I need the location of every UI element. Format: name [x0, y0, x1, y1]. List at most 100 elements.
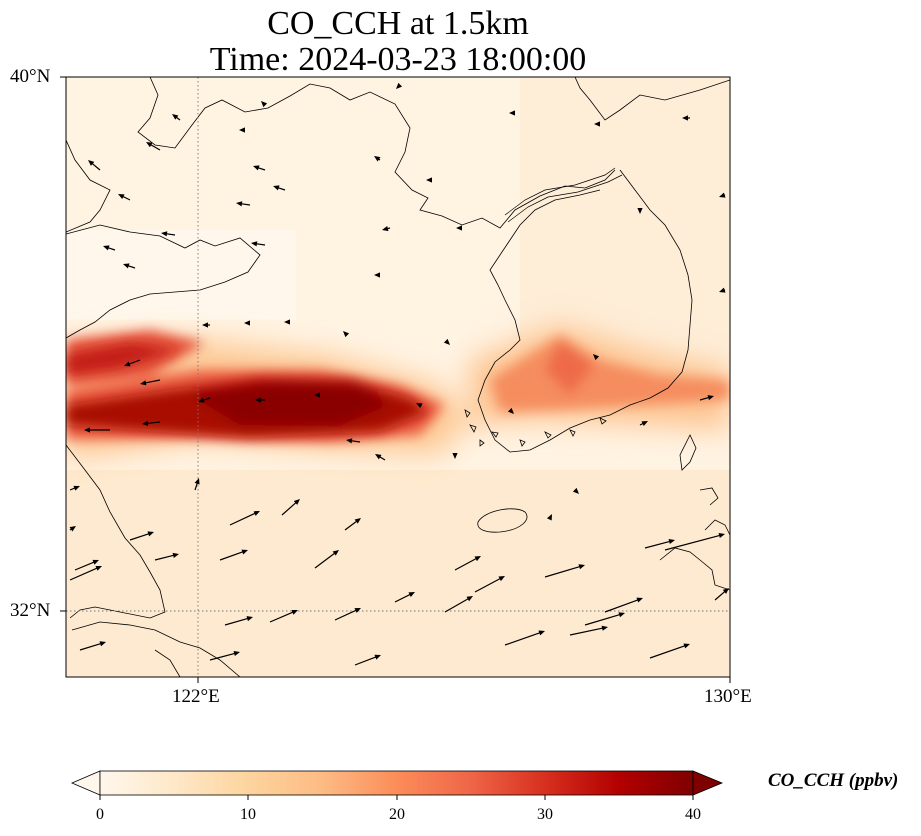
wind-vector-head [707, 395, 714, 401]
wind-vector-head [239, 127, 245, 133]
wind-vector-head [146, 142, 153, 148]
wind-vector-head [641, 421, 648, 427]
wind-vector-head [382, 226, 389, 232]
colorbar [70, 770, 724, 800]
wind-vector-head [578, 564, 585, 570]
coast-korea [477, 169, 693, 453]
wind-vector-head [452, 453, 458, 459]
plume-core [66, 343, 430, 438]
wind-vector-head [593, 354, 600, 361]
wind-vector-head [251, 241, 258, 247]
coast-bohai-south [66, 139, 111, 233]
wind-vectors [69, 82, 729, 690]
title-time: Time: 2024-03-23 18:00:00 [209, 41, 587, 78]
wind-vector-head [140, 380, 147, 386]
wind-vector-head [396, 82, 403, 89]
wind-vector [127, 359, 141, 366]
lon-tick-label-122: 122°E [172, 686, 220, 707]
wind-vector [69, 567, 99, 581]
wind-vector-head [546, 514, 552, 521]
wind-vector [74, 560, 96, 571]
wind-vector-head [498, 576, 505, 582]
wind-vector-head [509, 110, 515, 116]
wind-vector [129, 532, 151, 541]
wind-vector-head [99, 641, 106, 647]
wind-vector [604, 598, 640, 613]
wind-vector [649, 644, 687, 659]
wind-vector-head [636, 597, 643, 603]
colorbar-label: CO_CCH (ppbv) [768, 770, 899, 791]
wind-vector-head [246, 616, 253, 622]
coast-korea-north [574, 77, 730, 121]
wind-vector-head [92, 559, 99, 565]
wind-vector-head [255, 397, 261, 403]
wind-vector [344, 519, 359, 531]
gridlines [66, 77, 730, 677]
wind-vector [224, 617, 250, 626]
wind-vector-head [202, 322, 208, 328]
wind-vector [219, 550, 245, 561]
wind-vector [600, 681, 626, 690]
wind-vector-head [374, 272, 380, 278]
concentration-field [66, 77, 730, 677]
wind-vector-head [637, 208, 643, 214]
wind-vector-head [682, 115, 688, 121]
wind-vector-head [284, 319, 290, 325]
wind-vector-head [718, 533, 725, 539]
wind-vector-head [73, 485, 80, 491]
colorbar-tick-20: 20 [389, 806, 405, 823]
wind-vector-head [118, 194, 125, 200]
wind-vector [354, 655, 378, 666]
wind-vector-head [161, 231, 168, 237]
wind-vector-head [253, 511, 260, 516]
wind-vector-head [293, 499, 300, 505]
coast-kyushu [659, 519, 730, 591]
wind-vector-head [84, 427, 90, 433]
wind-vector [664, 534, 722, 551]
wind-vector-head [241, 549, 248, 555]
wind-vector [644, 540, 672, 549]
wind-vector-head [719, 287, 726, 293]
wind-vector-head [668, 539, 675, 545]
wind-vector-head [416, 403, 423, 409]
wind-vector-head [719, 192, 726, 198]
colorbar-tick-40: 40 [685, 806, 701, 823]
wind-vector-head [408, 592, 415, 598]
island-tsushima [679, 434, 697, 471]
coastlines [66, 77, 730, 677]
coast-zhejiang [154, 649, 181, 677]
coast-liaodong [137, 77, 616, 229]
axis-ticks [60, 76, 731, 683]
colorbar-tick-30: 30 [537, 806, 553, 823]
wind-vector-head [601, 625, 608, 631]
colorbar-extend-low [70, 770, 101, 796]
wind-vector-head [456, 225, 462, 231]
wind-vector-head [172, 552, 179, 558]
colorbar-tick-0: 0 [96, 806, 104, 823]
wind-vector-head [474, 556, 481, 562]
wind-vector [281, 501, 298, 516]
wind-vector-head [374, 654, 381, 660]
wind-vector-head [147, 531, 154, 537]
wind-vector-head [244, 320, 250, 326]
wind-vector-head [354, 518, 361, 524]
wind-vector-head [142, 420, 149, 426]
border-nk-2 [507, 174, 623, 223]
wind-vector [569, 627, 605, 636]
lat-tick-label-40: 40°N [10, 66, 51, 87]
colorbar-gradient [99, 770, 694, 796]
lat-tick-label-32: 32°N [10, 600, 51, 621]
lon-tick-label-130: 130°E [704, 686, 752, 707]
wind-vector [145, 421, 161, 425]
wind-vector [269, 611, 295, 623]
wind-vector-head [194, 478, 200, 485]
coast-shandong [66, 224, 261, 339]
wind-vector-head [594, 121, 600, 127]
wind-vector-head [683, 643, 690, 649]
wind-vector-head [343, 331, 350, 338]
wind-vector [444, 597, 470, 613]
wind-vector-head [618, 612, 625, 618]
wind-vector-head [722, 588, 729, 594]
wind-vector [714, 590, 727, 601]
